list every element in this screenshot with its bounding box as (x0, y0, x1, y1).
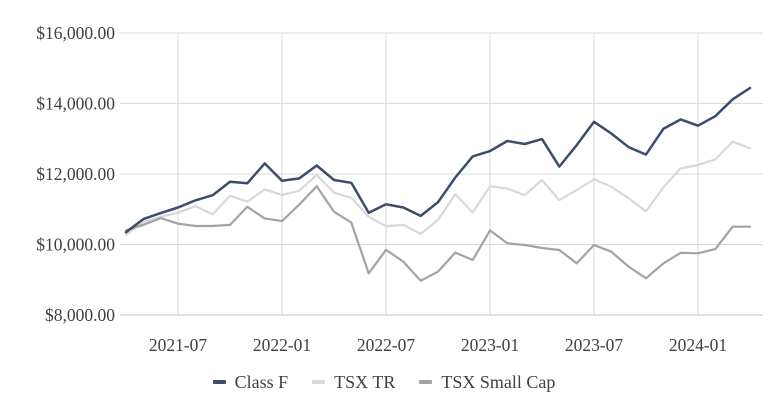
y-tick-label: $14,000.00 (36, 94, 115, 114)
legend-label-class-f: Class F (234, 371, 289, 392)
legend-item-class-f: Class F (212, 371, 289, 393)
tsx-tr-dash-icon (312, 380, 326, 384)
class-f-dash-icon (212, 380, 226, 384)
x-tick-label: 2023-07 (565, 335, 624, 355)
x-tick-label: 2022-01 (253, 335, 311, 355)
legend-label-tsx-small-cap: TSX Small Cap (441, 371, 556, 392)
y-tick-label: $16,000.00 (36, 23, 115, 43)
tsx-small-cap-line (124, 185, 752, 282)
x-tick-label: 2023-01 (461, 335, 519, 355)
legend-label-tsx-tr: TSX TR (334, 371, 396, 392)
x-tick-label: 2021-07 (149, 335, 208, 355)
legend-item-tsx-small-cap: TSX Small Cap (419, 372, 555, 393)
legend-item-tsx-tr: TSX TR (312, 372, 395, 393)
x-tick-label: 2024-01 (669, 335, 727, 355)
tsx-small-cap-dash-icon (419, 380, 433, 384)
y-tick-label: $12,000.00 (36, 164, 115, 184)
tsx-tr-line (124, 140, 752, 236)
y-tick-label: $10,000.00 (36, 235, 115, 255)
chart-legend: Class F TSX TR TSX Small Cap (0, 369, 768, 395)
y-tick-label: $8,000.00 (45, 305, 115, 325)
class-f-line (124, 86, 752, 234)
x-tick-label: 2022-07 (357, 335, 416, 355)
